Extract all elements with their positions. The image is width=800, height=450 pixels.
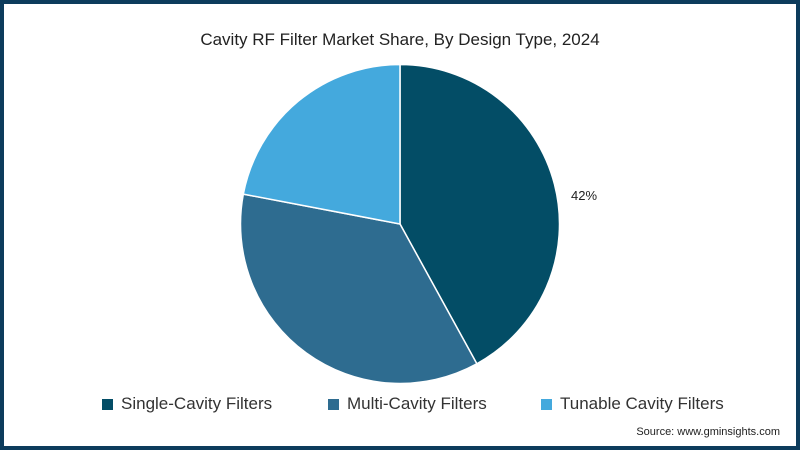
legend-swatch-icon — [328, 398, 339, 410]
source-note: Source: www.gminsights.com — [636, 426, 780, 438]
legend-item-single-cavity: Single-Cavity Filters — [102, 394, 272, 414]
pie-slice-single-cavity-filters — [399, 63, 561, 365]
pie-slice-tunable-cavity-filters — [242, 63, 401, 225]
chart-title: Cavity RF Filter Market Share, By Design… — [200, 30, 600, 49]
legend-swatch-icon — [541, 398, 552, 410]
legend-label: Tunable Cavity Filters — [560, 394, 724, 413]
legend: Single-Cavity Filters Multi-Cavity Filte… — [0, 394, 800, 418]
data-label-single-cavity: 42% — [571, 188, 598, 203]
legend-item-tunable-cavity: Tunable Cavity Filters — [541, 394, 724, 414]
legend-item-multi-cavity: Multi-Cavity Filters — [328, 394, 487, 414]
legend-label: Multi-Cavity Filters — [347, 394, 487, 413]
legend-label: Single-Cavity Filters — [121, 394, 273, 413]
pie-slice-multi-cavity-filters — [239, 193, 478, 385]
legend-swatch-icon — [102, 398, 113, 410]
pie-slices — [239, 63, 561, 385]
